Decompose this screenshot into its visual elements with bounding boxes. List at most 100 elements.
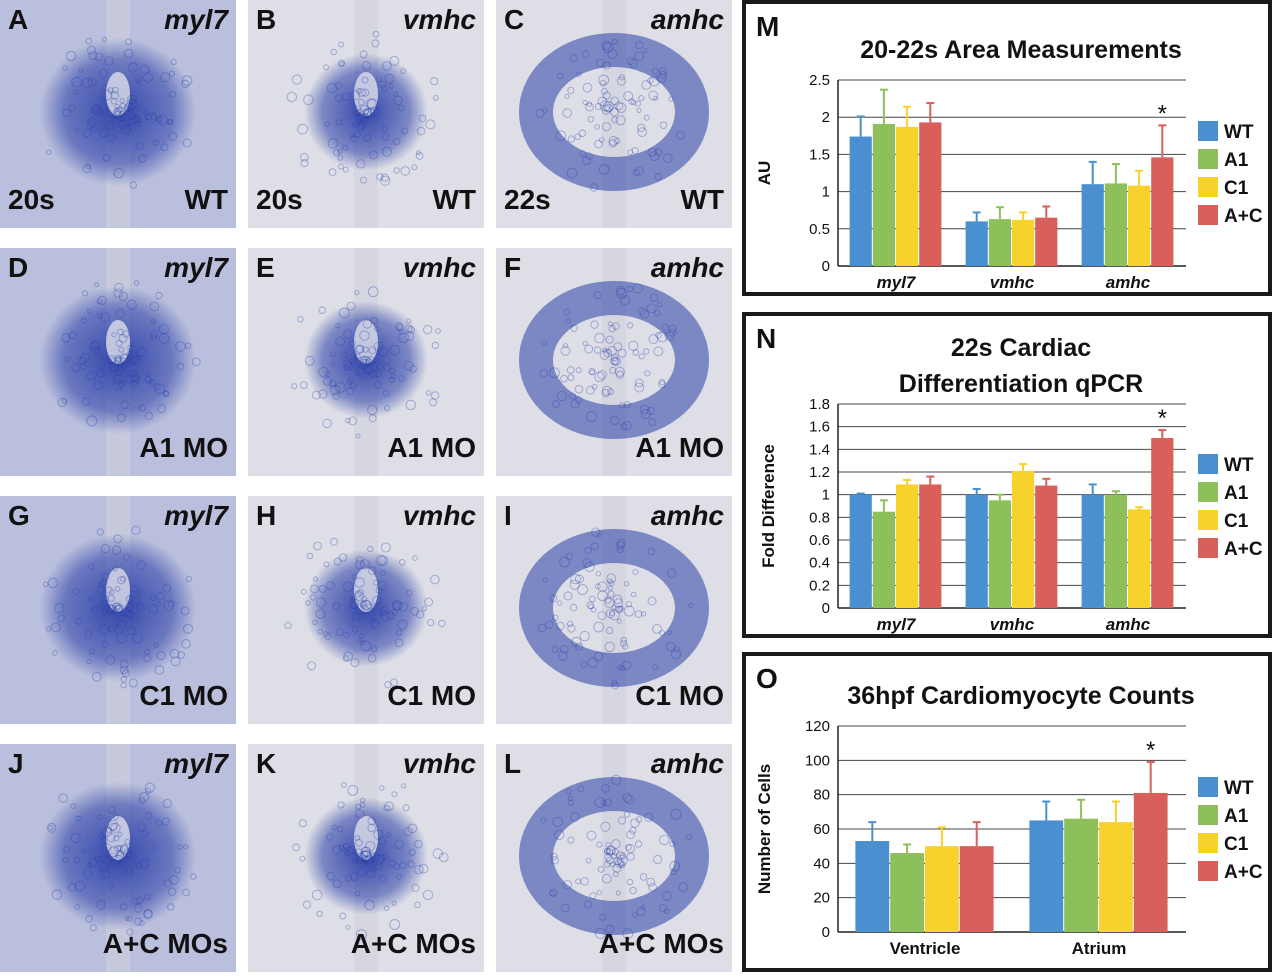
gene-label: amhc bbox=[650, 4, 724, 35]
micrograph-image bbox=[496, 744, 732, 972]
bar-a1-vmhc bbox=[988, 500, 1011, 608]
bar-wt-vmhc bbox=[965, 221, 988, 266]
y-tick-label: 1.5 bbox=[809, 146, 830, 163]
y-axis-label: AU bbox=[755, 161, 774, 186]
bar-wt-amhc bbox=[1081, 494, 1104, 608]
y-tick-label: 0.2 bbox=[809, 577, 830, 594]
bar-wt-ventricle bbox=[855, 841, 890, 932]
legend-swatch bbox=[1198, 805, 1218, 825]
legend-swatch bbox=[1198, 482, 1218, 502]
condition-label: A1 MO bbox=[139, 432, 228, 463]
gene-label: amhc bbox=[650, 748, 724, 779]
legend-swatch bbox=[1198, 510, 1218, 530]
bar-wt-amhc bbox=[1081, 184, 1104, 266]
legend-swatch bbox=[1198, 149, 1218, 169]
micrograph-image bbox=[0, 248, 236, 476]
bar-wt-vmhc bbox=[965, 494, 988, 608]
micrograph-image bbox=[248, 496, 484, 724]
y-axis-label: Number of Cells bbox=[755, 764, 774, 894]
y-tick-label: 100 bbox=[805, 752, 830, 769]
micrograph-image bbox=[496, 496, 732, 724]
legend-swatch bbox=[1198, 205, 1218, 225]
y-axis-label: Fold Difference bbox=[759, 444, 778, 568]
panel-letter: I bbox=[504, 500, 512, 531]
panel-letter: H bbox=[256, 500, 277, 531]
stage-label: 20s bbox=[256, 184, 303, 215]
chart-svg: M 20-22s Area Measurements 0 0.5 1 1.5 2 2.5 AU m… bbox=[755, 11, 1263, 292]
condition-label: A+C MOs bbox=[102, 928, 228, 959]
gene-label: myl7 bbox=[164, 252, 228, 283]
bar-a1-amhc bbox=[1104, 494, 1127, 608]
stage-label: 22s bbox=[504, 184, 551, 215]
panel-letter: A bbox=[8, 4, 29, 35]
gene-label: amhc bbox=[650, 252, 724, 283]
chart-n: N 22s Cardiac Differentiation qPCR 0 0.2 0.4 0… bbox=[742, 312, 1272, 638]
condition-label: WT bbox=[432, 184, 476, 215]
panel-letter: G bbox=[8, 500, 30, 531]
bar-c1-amhc bbox=[1128, 185, 1151, 266]
y-tick-label: 60 bbox=[813, 821, 830, 838]
category-label: Ventricle bbox=[890, 939, 961, 958]
gene-label: myl7 bbox=[164, 500, 228, 531]
gene-label: vmhc bbox=[402, 748, 476, 779]
chart-panel-letter: N bbox=[756, 323, 776, 354]
chart-title: 36hpf Cardiomyocyte Counts bbox=[847, 682, 1194, 710]
legend-label: A+C bbox=[1224, 539, 1263, 560]
bar-c1-myl7 bbox=[896, 126, 919, 266]
bar-acc-amhc bbox=[1151, 438, 1174, 608]
legend-label: C1 bbox=[1224, 834, 1249, 855]
micrograph-image bbox=[248, 248, 484, 476]
condition-label: C1 MO bbox=[635, 680, 724, 711]
legend-label: WT bbox=[1224, 455, 1254, 476]
panel-letter: F bbox=[504, 252, 522, 283]
category-label: vmhc bbox=[990, 273, 1035, 292]
y-tick-label: 1.8 bbox=[809, 396, 830, 413]
gene-label: myl7 bbox=[164, 4, 228, 35]
chart-panel-letter: O bbox=[756, 663, 778, 694]
y-tick-label: 20 bbox=[813, 890, 830, 907]
y-tick-label: 120 bbox=[805, 718, 830, 735]
micrograph-image bbox=[496, 0, 732, 228]
category-label: amhc bbox=[1106, 615, 1151, 634]
bar-c1-vmhc bbox=[1012, 219, 1035, 266]
condition-label: C1 MO bbox=[387, 680, 476, 711]
legend-label: WT bbox=[1224, 122, 1254, 143]
condition-label: WT bbox=[184, 184, 228, 215]
chart-m: M 20-22s Area Measurements 0 0.5 1 1.5 2 2.5 AU m… bbox=[742, 0, 1272, 296]
condition-label: A1 MO bbox=[387, 432, 476, 463]
micrograph-image bbox=[496, 248, 732, 476]
y-tick-label: 2.5 bbox=[809, 72, 830, 89]
bar-a1-myl7 bbox=[872, 123, 895, 266]
y-tick-label: 80 bbox=[813, 787, 830, 804]
micrograph-image bbox=[0, 496, 236, 724]
bar-c1-vmhc bbox=[1012, 470, 1035, 608]
micrograph-image bbox=[0, 744, 236, 972]
y-tick-label: 1.6 bbox=[809, 419, 830, 436]
legend-swatch bbox=[1198, 121, 1218, 141]
category-label: myl7 bbox=[877, 615, 917, 634]
bar-a1-ventricle bbox=[890, 853, 924, 932]
chart-o: O 36hpf Cardiomyocyte Counts 0 20 40 60 80 100 1… bbox=[742, 652, 1272, 972]
y-tick-label: 1 bbox=[822, 487, 830, 504]
y-tick-label: 0.4 bbox=[809, 555, 830, 572]
category-label: vmhc bbox=[990, 615, 1035, 634]
legend-label: C1 bbox=[1224, 178, 1249, 199]
panel-letter: J bbox=[8, 748, 24, 779]
y-tick-label: 0.6 bbox=[809, 532, 830, 549]
bar-c1-myl7 bbox=[896, 484, 919, 608]
legend-label: WT bbox=[1224, 778, 1254, 799]
significance-mark: * bbox=[1146, 737, 1155, 764]
bar-c1-amhc bbox=[1128, 509, 1151, 608]
condition-label: WT bbox=[680, 184, 724, 215]
legend-label: A1 bbox=[1224, 150, 1249, 171]
legend-label: C1 bbox=[1224, 511, 1249, 532]
bar-acc-vmhc bbox=[1035, 485, 1058, 608]
bar-wt-myl7 bbox=[849, 136, 872, 266]
